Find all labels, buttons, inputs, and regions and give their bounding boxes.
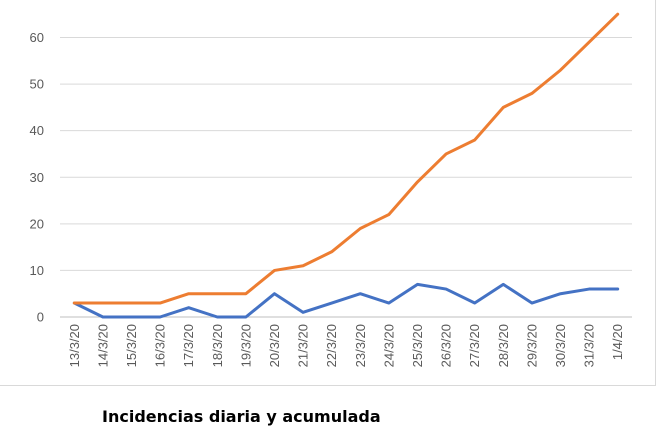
y-axis-ticks: 0 10 20 30 40 50 60 [30, 30, 44, 325]
series-lines [72, 12, 620, 319]
x-tick-label: 19/3/20 [238, 324, 253, 367]
line-chart: 0 10 20 30 40 50 60 13/3/20 14/3/20 15/3/20 16/3/… [30, 12, 632, 367]
y-tick-label: 60 [30, 30, 44, 45]
y-tick-label: 0 [37, 310, 44, 325]
chart-caption: Incidencias diaria y acumulada [102, 407, 381, 426]
x-tick-label: 24/3/20 [381, 324, 396, 367]
x-tick-label: 18/3/20 [210, 324, 225, 367]
x-tick-label: 28/3/20 [496, 324, 511, 367]
x-tick-label: 15/3/20 [124, 324, 139, 367]
x-tick-label: 31/3/20 [582, 324, 597, 367]
x-tick-label: 20/3/20 [267, 324, 282, 367]
x-tick-label: 22/3/20 [324, 324, 339, 367]
x-tick-label: 23/3/20 [353, 324, 368, 367]
series-line-2 [72, 12, 620, 305]
x-tick-label: 30/3/20 [553, 324, 568, 367]
x-tick-label: 13/3/20 [67, 324, 82, 367]
x-tick-label: 21/3/20 [296, 324, 311, 367]
x-tick-label: 29/3/20 [524, 324, 539, 367]
gridlines [60, 37, 632, 318]
y-tick-label: 50 [30, 77, 44, 92]
x-tick-label: 25/3/20 [410, 324, 425, 367]
series-line-1 [72, 282, 620, 319]
x-axis-ticks: 13/3/20 14/3/20 15/3/20 16/3/20 17/3/20 18/3/… [67, 324, 625, 367]
x-tick-label: 1/4/20 [610, 324, 625, 360]
x-tick-label: 16/3/20 [153, 324, 168, 367]
x-tick-label: 26/3/20 [439, 324, 454, 367]
x-tick-label: 14/3/20 [95, 324, 110, 367]
x-tick-label: 27/3/20 [467, 324, 482, 367]
x-tick-label: 17/3/20 [181, 324, 196, 367]
y-tick-label: 30 [30, 170, 44, 185]
y-tick-label: 10 [30, 263, 44, 278]
chart-frame [0, 0, 656, 386]
y-tick-label: 20 [30, 216, 44, 231]
y-tick-label: 40 [30, 123, 44, 138]
